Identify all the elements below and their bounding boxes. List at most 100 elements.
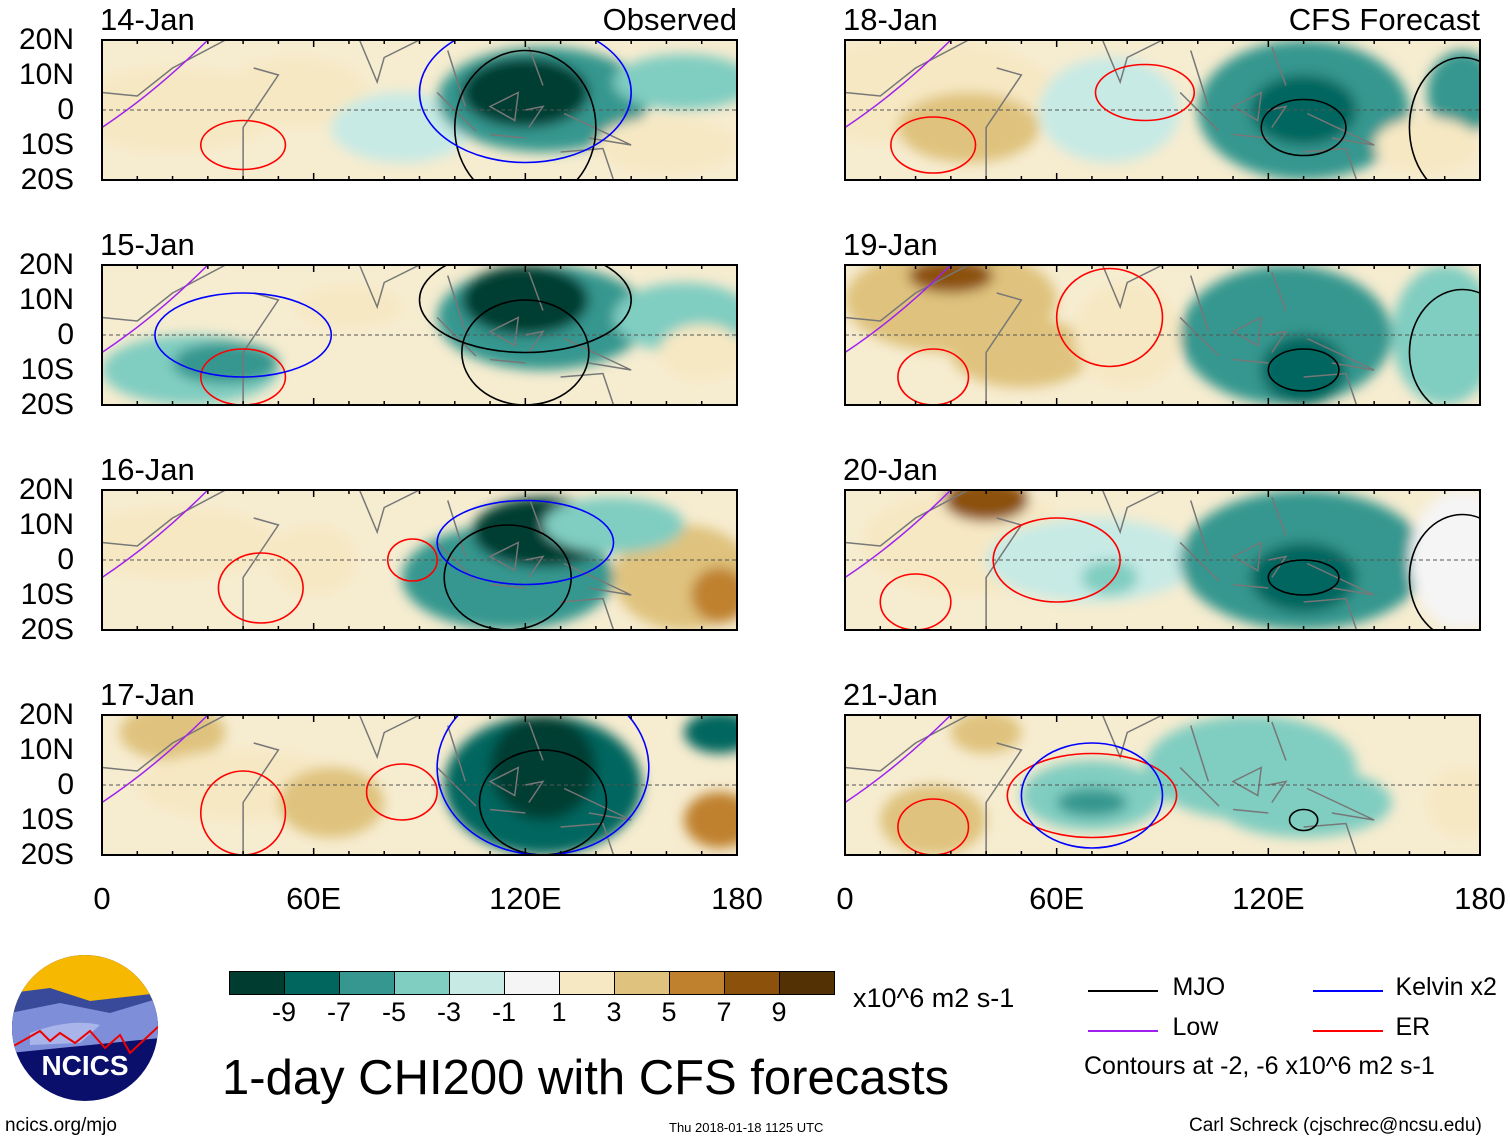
lat-tick-label: 20N <box>18 23 74 56</box>
wave-contour <box>1408 513 1480 630</box>
wave-contour <box>199 348 287 405</box>
colorbar <box>229 971 835 995</box>
wave-contour <box>879 573 952 630</box>
map-panels <box>101 39 1481 856</box>
colorbar-tick-label: 3 <box>606 997 622 1027</box>
low-contour <box>102 490 209 579</box>
figure-title: 1-day CHI200 with CFS forecasts <box>222 1051 950 1105</box>
lat-tick-label: 10N <box>18 508 74 541</box>
coastlines <box>102 265 632 405</box>
anomaly-region <box>897 92 1040 163</box>
colorbar-swatch <box>615 972 670 994</box>
map-panel-18-Jan <box>844 39 1481 181</box>
legend-label: MJO <box>1172 973 1226 1001</box>
lat-tick-label: 10N <box>18 58 74 91</box>
coastlines <box>102 715 632 855</box>
wave-contour <box>453 49 597 180</box>
legend-line-mjo <box>1088 989 1158 992</box>
lat-tick-label: 10S <box>20 353 74 386</box>
wave-contour <box>1020 742 1164 849</box>
anomaly-region <box>225 57 367 128</box>
panel-label: Observed <box>602 2 737 37</box>
legend-label: Kelvin x2 <box>1395 973 1497 1001</box>
colorbar-tick-label: 9 <box>771 997 787 1027</box>
colorbar-swatch <box>505 972 560 994</box>
low-contour <box>102 40 209 129</box>
colorbar-tick-label: -1 <box>491 997 516 1027</box>
map-panel-20-Jan <box>844 489 1481 631</box>
low-contour <box>845 265 952 354</box>
panel-date-16-Jan: 16-Jan <box>100 452 195 487</box>
panel-date-21-Jan: 21-Jan <box>843 677 938 712</box>
legend-low: Low <box>1088 1013 1218 1042</box>
map-panel-17-Jan <box>101 714 738 856</box>
lat-tick-label: 20N <box>18 473 74 506</box>
anomaly-region <box>490 715 596 820</box>
wave-contour <box>1006 752 1178 839</box>
wave-contour <box>1055 267 1164 368</box>
anomaly-region <box>1081 560 1138 595</box>
anomaly-region <box>1409 490 1480 630</box>
colorbar-tick-label: -3 <box>436 997 461 1027</box>
lat-tick-label: 10N <box>18 733 74 766</box>
anomaly-region <box>950 317 1092 388</box>
coastlines <box>845 265 1375 405</box>
low-contour <box>845 490 952 579</box>
anomaly-region <box>595 117 737 173</box>
wave-contour <box>1408 56 1480 180</box>
colorbar-swatch <box>560 972 615 994</box>
wave-contour <box>1408 288 1480 405</box>
anomaly-region <box>684 792 737 848</box>
anomaly-region <box>119 715 226 761</box>
lat-tick-label: 20N <box>18 698 74 731</box>
colorbar-swatch <box>285 972 340 994</box>
coastlines <box>102 490 632 630</box>
wave-contour <box>386 538 438 582</box>
legend-line-er <box>1313 1029 1383 1032</box>
legend-line-low <box>1088 1029 1158 1032</box>
panel-date-14-Jan: 14-Jan <box>100 2 195 37</box>
wave-contour <box>436 715 650 855</box>
lon-tick-label: 60E <box>1029 881 1085 916</box>
colorbar-tick-label: 1 <box>551 997 567 1027</box>
map-panel-19-Jan <box>844 264 1481 406</box>
wave-contour <box>1260 98 1347 157</box>
colorbar-swatch <box>725 972 780 994</box>
anomaly-region <box>659 324 737 381</box>
legend-line-kelvin <box>1313 989 1383 992</box>
legend-label: Low <box>1172 1013 1219 1041</box>
wave-contour <box>443 524 572 630</box>
lat-tick-label: 10N <box>18 283 74 316</box>
low-contour <box>102 715 209 804</box>
footer-url: ncics.org/mjo <box>5 1115 117 1136</box>
lat-tick-label: 0 <box>57 543 74 576</box>
lon-tick-label: 120E <box>1232 881 1305 916</box>
anomaly-region <box>943 490 1029 522</box>
anomaly-region <box>684 715 737 754</box>
panel-date-15-Jan: 15-Jan <box>100 227 195 262</box>
anomaly-region <box>296 286 402 328</box>
coastlines <box>845 715 1375 855</box>
panel-date-17-Jan: 17-Jan <box>100 677 195 712</box>
wave-contour <box>418 265 632 354</box>
legend-mjo: MJO <box>1088 973 1225 1002</box>
legend-label: ER <box>1395 1013 1431 1041</box>
lat-tick-label: 10S <box>20 578 74 611</box>
low-contour <box>102 265 209 354</box>
anomaly-region <box>1427 767 1480 838</box>
lat-tick-label: 20N <box>18 248 74 281</box>
anomaly-region <box>1374 117 1480 173</box>
colorbar-units: x10^6 m2 s-1 <box>853 983 1015 1013</box>
lat-tick-label: 20S <box>20 838 74 871</box>
map-panel-15-Jan <box>101 264 738 406</box>
wave-contour <box>992 517 1121 603</box>
colorbar-tick-label: -9 <box>271 997 296 1027</box>
wave-contour <box>217 552 304 624</box>
lat-tick-label: 20S <box>20 388 74 421</box>
wave-contour <box>199 770 287 855</box>
wave-contour <box>890 116 977 174</box>
wave-contour <box>199 119 287 171</box>
logo-text: NCICS <box>41 1050 128 1081</box>
wave-contour <box>418 40 632 164</box>
legend-kelvin: Kelvin x2 <box>1313 973 1497 1002</box>
